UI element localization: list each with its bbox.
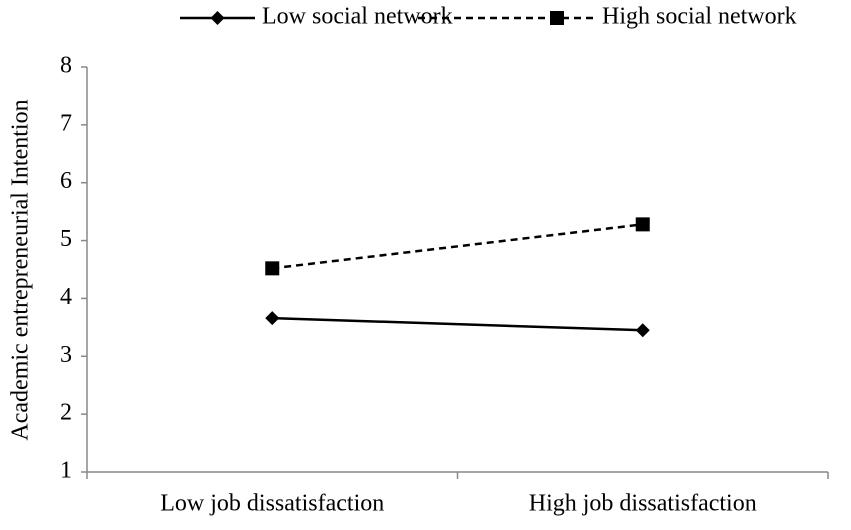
y-tick-label: 7 — [60, 110, 72, 136]
x-tick-label: High job dissatisfaction — [529, 491, 757, 517]
legend-label: High social network — [602, 4, 797, 30]
y-tick-label: 6 — [60, 168, 72, 194]
marker — [265, 311, 280, 326]
series-line — [272, 316, 643, 332]
y-tick-label: 5 — [60, 226, 72, 252]
legend-marker — [210, 11, 225, 25]
y-tick-label: 8 — [60, 53, 72, 79]
marker — [635, 217, 650, 232]
series-line — [272, 223, 643, 270]
y-axis-label: Academic entrepreneurial Intention — [8, 99, 34, 440]
y-tick-label: 1 — [60, 458, 72, 484]
legend-label: Low social network — [262, 4, 453, 30]
y-tick-label: 4 — [60, 284, 72, 310]
x-tick-label: Low job dissatisfaction — [160, 491, 384, 517]
y-tick-label: 3 — [60, 342, 72, 368]
marker — [635, 323, 650, 338]
legend-marker — [550, 11, 564, 25]
marker — [265, 261, 280, 276]
y-tick-label: 2 — [60, 400, 72, 426]
